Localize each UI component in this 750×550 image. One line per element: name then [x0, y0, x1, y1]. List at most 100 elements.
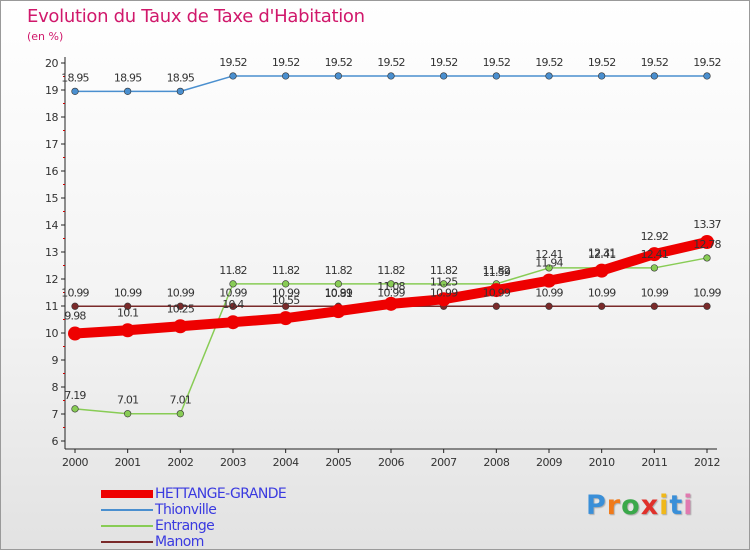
data-label-hettange-grande: 10.4 — [222, 298, 244, 311]
chart-lines — [68, 72, 714, 418]
data-label-entrange: 11.82 — [272, 264, 300, 277]
data-point-hettange-grande — [542, 273, 556, 288]
data-point-entrange — [176, 410, 184, 418]
data-point-entrange — [703, 254, 711, 262]
y-tick-label: 19 — [45, 84, 58, 97]
data-point-thionville — [124, 87, 132, 95]
y-tick-label: 10 — [45, 327, 58, 340]
data-point-manom — [176, 302, 184, 310]
y-tick-label: 8 — [52, 381, 59, 394]
data-label-entrange: 7.01 — [170, 394, 191, 407]
data-label-entrange: 11.82 — [325, 264, 353, 277]
data-point-thionville — [282, 72, 290, 80]
data-label-thionville: 19.52 — [219, 56, 247, 69]
data-label-hettange-grande: 10.25 — [167, 302, 195, 315]
data-point-thionville — [334, 72, 342, 80]
x-tick-label: 2010 — [589, 456, 615, 469]
data-point-entrange — [545, 264, 553, 272]
data-label-thionville: 19.52 — [483, 56, 511, 69]
data-point-manom — [650, 302, 658, 310]
data-point-manom — [545, 302, 553, 310]
x-tick-label: 2007 — [431, 456, 457, 469]
data-point-thionville — [440, 72, 448, 80]
x-tick-label: 2002 — [167, 456, 193, 469]
data-label-thionville: 19.52 — [641, 56, 669, 69]
data-label-entrange: 11.82 — [219, 264, 247, 277]
y-tick-label: 14 — [45, 219, 58, 232]
data-label-manom: 10.99 — [483, 286, 511, 299]
data-point-hettange-grande — [331, 304, 346, 319]
y-tick-label: 7 — [52, 408, 59, 421]
logo-letter: P — [586, 490, 607, 521]
legend-label: Manom — [155, 534, 204, 550]
data-label-hettange-grande: 11.25 — [430, 275, 458, 288]
data-point-manom — [124, 302, 132, 310]
data-label-thionville: 19.52 — [535, 56, 563, 69]
data-label-entrange: 12.41 — [535, 248, 563, 261]
data-point-manom — [598, 302, 606, 310]
data-label-entrange: 7.19 — [64, 389, 86, 402]
data-point-thionville — [545, 72, 553, 80]
y-tick-label: 11 — [45, 300, 58, 313]
data-label-hettange-grande: 10.55 — [272, 294, 300, 307]
data-point-entrange — [124, 410, 132, 418]
chart-title: Evolution du Taux de Taxe d'Habitation — [27, 6, 365, 27]
data-label-manom: 10.99 — [377, 286, 405, 299]
data-point-hettange-grande — [120, 323, 135, 338]
legend-label: HETTANGE-GRANDE — [155, 486, 287, 502]
chart-subtitle: (en %) — [27, 30, 64, 43]
data-label-manom: 10.99 — [167, 286, 195, 299]
logo-letter: x — [640, 490, 660, 521]
legend-item: Manom — [101, 534, 204, 550]
data-label-manom: 10.99 — [325, 286, 353, 299]
x-tick-label: 2000 — [62, 456, 88, 469]
data-label-thionville: 19.52 — [693, 56, 721, 69]
data-label-manom: 10.99 — [535, 286, 563, 299]
logo-letter: t — [669, 490, 684, 521]
data-label-thionville: 19.52 — [588, 56, 616, 69]
legend-item: Thionville — [101, 502, 217, 518]
y-tick-label: 17 — [45, 138, 58, 151]
data-label-entrange: 11.82 — [377, 264, 405, 277]
legend-item: HETTANGE-GRANDE — [101, 486, 287, 502]
logo-letter: i — [683, 490, 694, 521]
data-label-hettange-grande: 11.08 — [377, 280, 405, 293]
data-point-entrange — [440, 280, 448, 288]
data-label-entrange: 7.01 — [117, 394, 138, 407]
x-tick-label: 2009 — [536, 456, 562, 469]
data-point-entrange — [282, 280, 290, 288]
logo-letter: o — [621, 490, 641, 521]
y-tick-label: 6 — [52, 435, 59, 448]
data-point-hettange-grande — [700, 235, 714, 250]
data-point-hettange-grande — [68, 326, 82, 341]
data-label-thionville: 18.95 — [61, 71, 89, 84]
data-label-hettange-grande: 13.37 — [693, 218, 721, 231]
x-tick-label: 2003 — [220, 456, 246, 469]
data-label-manom: 10.99 — [61, 286, 89, 299]
y-tick-label: 9 — [52, 354, 59, 367]
data-label-thionville: 18.95 — [114, 71, 142, 84]
data-label-thionville: 19.52 — [430, 56, 458, 69]
y-tick-label: 16 — [45, 165, 58, 178]
x-tick-label: 2012 — [694, 456, 720, 469]
data-point-hettange-grande — [436, 292, 451, 307]
data-label-entrange: 12.41 — [588, 248, 616, 261]
data-label-hettange-grande: 11.94 — [535, 257, 563, 270]
y-tick-label: 15 — [45, 192, 58, 205]
data-point-hettange-grande — [226, 315, 240, 330]
data-point-thionville — [598, 72, 606, 80]
legend-label: Thionville — [155, 502, 217, 518]
data-label-manom: 10.99 — [588, 286, 616, 299]
x-tick-label: 2001 — [115, 456, 141, 469]
x-tick-label: 2004 — [273, 456, 299, 469]
data-point-manom — [229, 302, 237, 310]
logo-letter: r — [606, 490, 622, 521]
data-label-entrange: 12.41 — [641, 248, 669, 261]
data-point-manom — [282, 302, 290, 310]
data-point-thionville — [71, 87, 79, 95]
data-label-hettange-grande: 12.31 — [588, 247, 616, 260]
proxiti-logo: Proxiti — [586, 490, 694, 521]
data-label-hettange-grande: 11.59 — [483, 266, 511, 279]
